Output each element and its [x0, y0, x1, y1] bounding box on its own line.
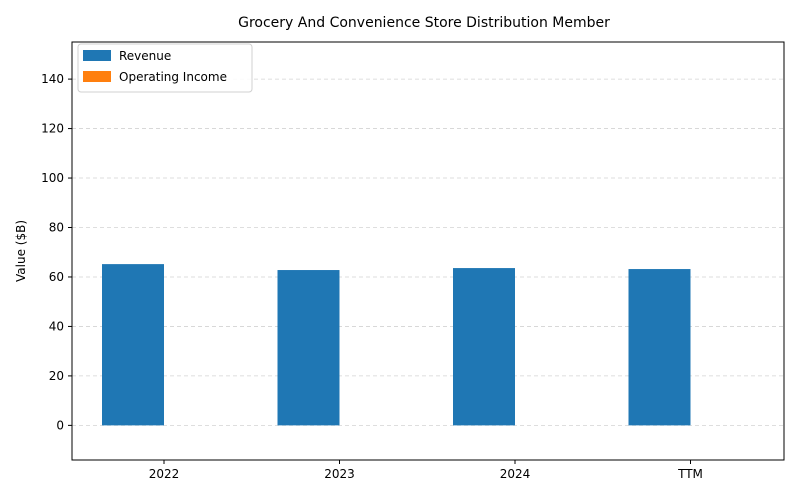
legend-box — [77, 43, 253, 93]
legend-label-operating-income: Operating Income — [119, 70, 227, 84]
chart-title: Grocery And Convenience Store Distributi… — [238, 15, 610, 31]
y-tick-label: 140 — [41, 72, 64, 86]
x-tick-label: 2022 — [149, 467, 180, 481]
y-tick-label: 20 — [49, 369, 64, 383]
bar-revenue-ttm — [628, 269, 691, 426]
legend-label-revenue: Revenue — [119, 49, 171, 63]
legend-swatch-revenue — [83, 50, 111, 61]
bars — [102, 264, 691, 426]
x-tick-label: 2023 — [324, 467, 355, 481]
bar-revenue-2024 — [453, 268, 515, 426]
y-tick-label: 60 — [49, 270, 64, 284]
bar-revenue-2023 — [277, 270, 340, 426]
y-tick-label: 120 — [41, 122, 64, 136]
axis-ticks: 0 20 40 60 80 100 120 140 2022 2023 2024 TTM — [41, 72, 703, 481]
x-tick-label: TTM — [677, 467, 703, 481]
x-tick-label: 2024 — [500, 467, 531, 481]
y-tick-label: 100 — [41, 171, 64, 185]
plot-frame — [71, 41, 785, 461]
y-tick-label: 0 — [56, 418, 64, 432]
legend-swatch-operating-income — [83, 71, 111, 82]
y-tick-label: 40 — [49, 319, 64, 333]
legend: Revenue Operating Income — [77, 43, 253, 93]
y-axis-label: Value ($B) — [14, 220, 28, 282]
bar-revenue-2022 — [102, 264, 164, 426]
y-tick-label: 80 — [49, 221, 64, 235]
